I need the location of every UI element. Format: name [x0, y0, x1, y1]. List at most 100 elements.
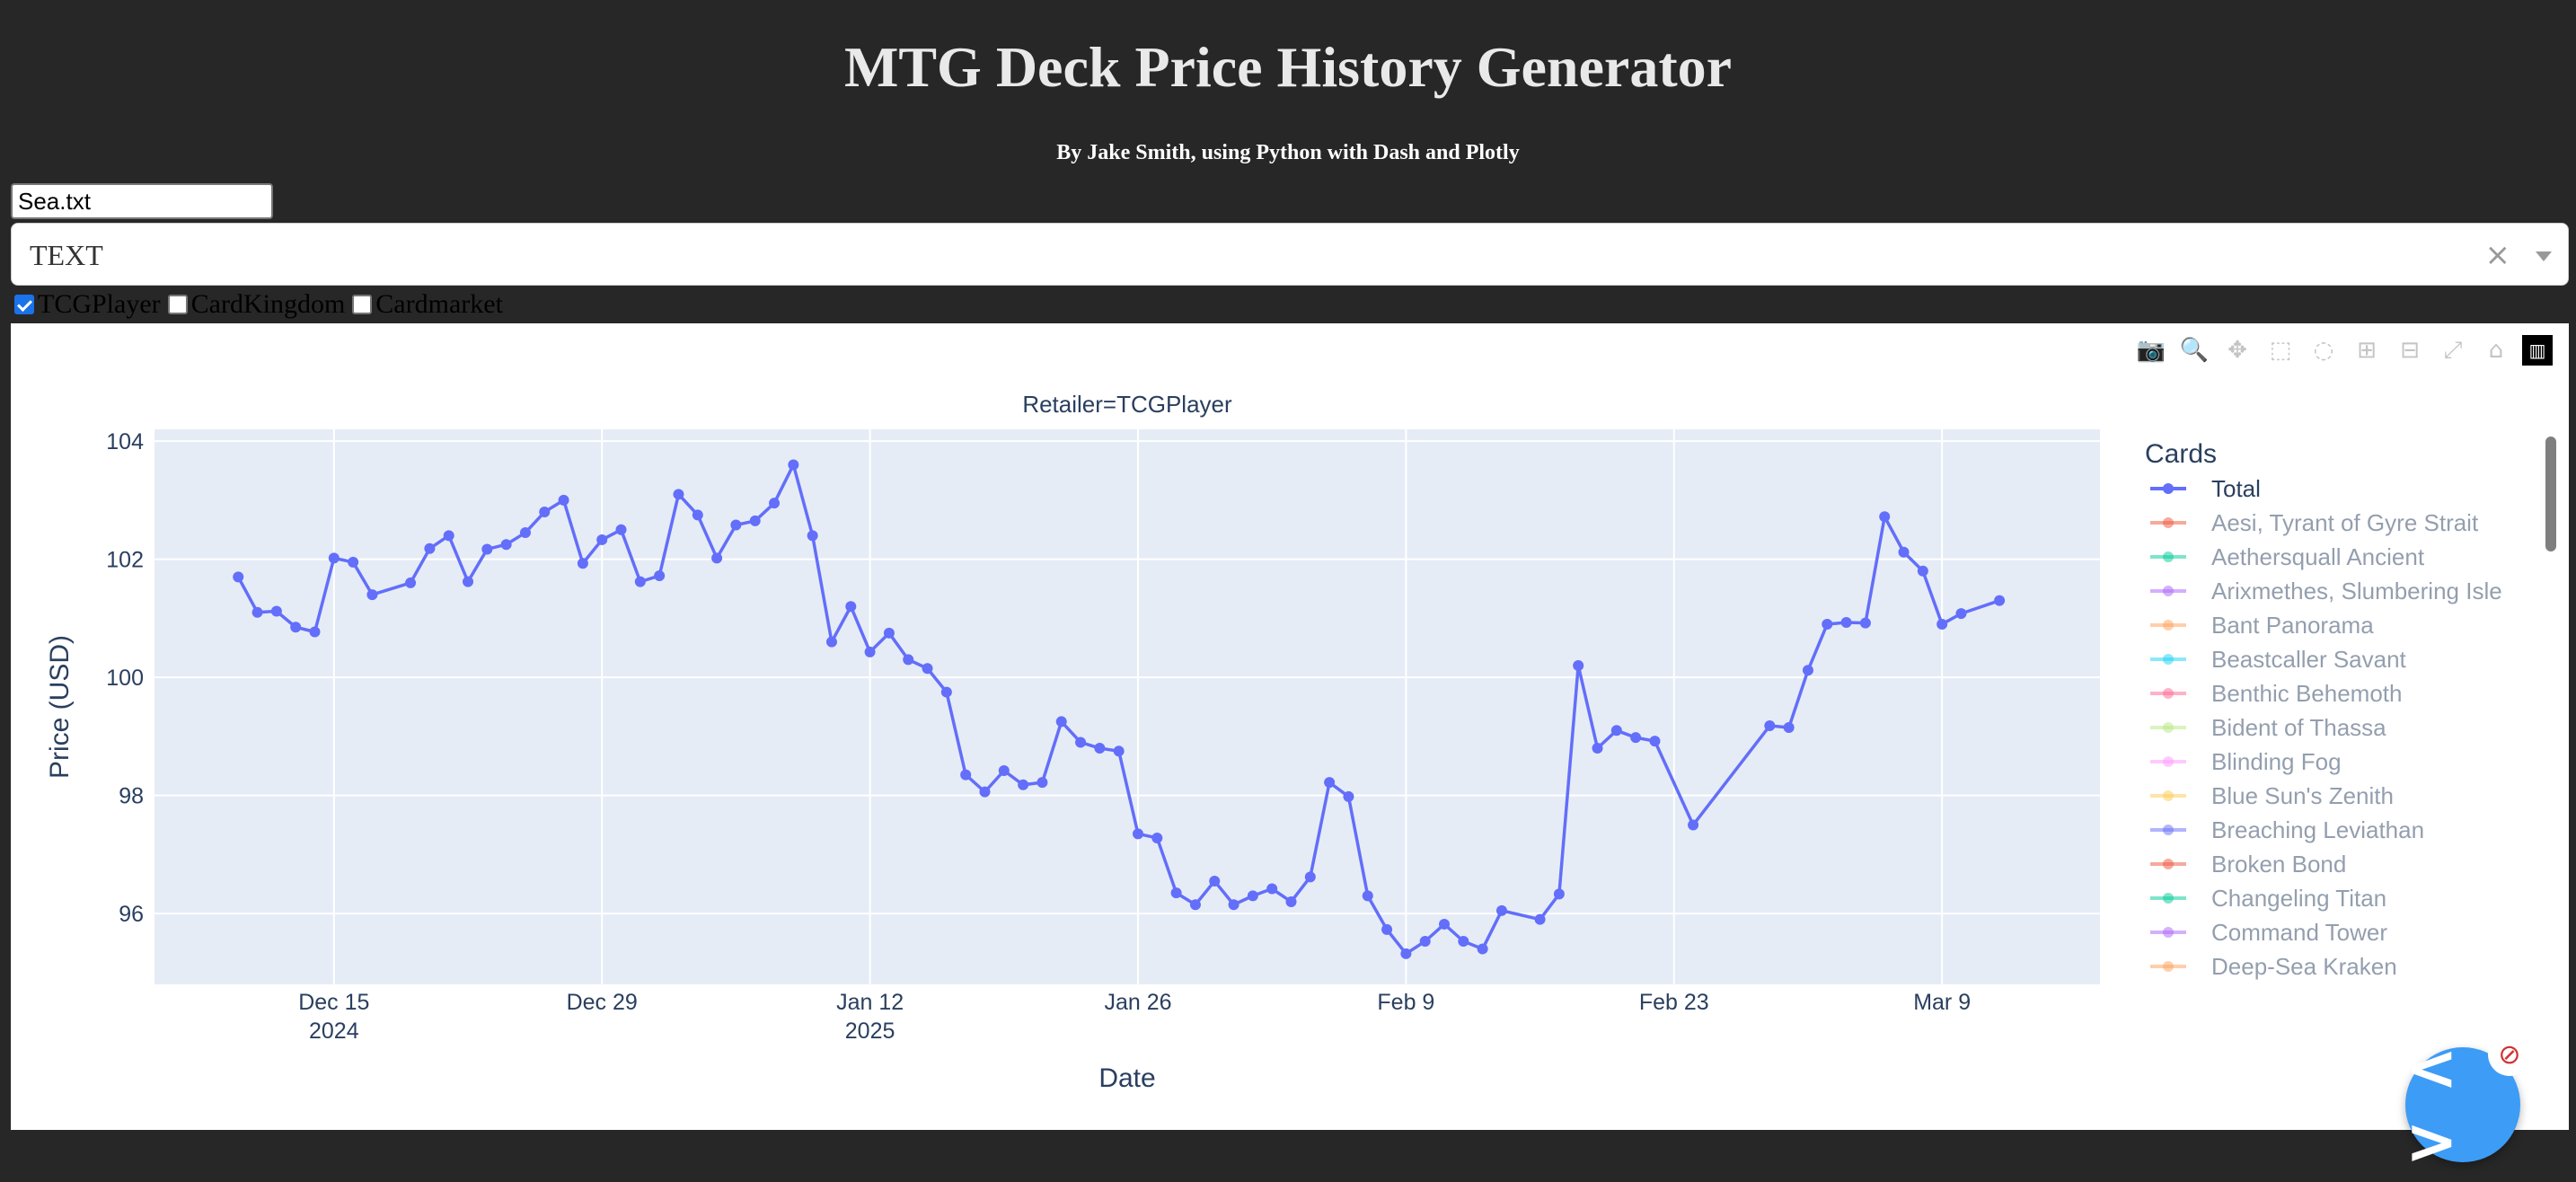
- zoom-in-icon[interactable]: ⊞: [2357, 337, 2377, 364]
- box-select-icon[interactable]: ⬚: [2269, 337, 2292, 364]
- retailer-label: CardKingdom: [190, 289, 346, 319]
- y-tick-label: 104: [106, 429, 144, 454]
- data-point: [577, 558, 588, 569]
- data-point: [1075, 737, 1087, 748]
- data-point: [1879, 511, 1891, 523]
- data-point: [749, 515, 761, 526]
- chevron-down-icon[interactable]: [2536, 251, 2552, 261]
- autoscale-icon[interactable]: ⤢: [2443, 336, 2463, 364]
- data-point: [1649, 736, 1661, 747]
- data-point: [1936, 618, 1948, 630]
- data-point: [940, 686, 952, 698]
- data-point: [654, 570, 666, 582]
- legend-item-label: Changeling Titan: [2211, 885, 2386, 912]
- data-point: [558, 494, 569, 506]
- legend-item-label: Blinding Fog: [2211, 748, 2342, 775]
- x-tick-year-label: 2025: [845, 1019, 895, 1044]
- data-point: [1630, 732, 1642, 744]
- data-point: [1037, 777, 1048, 789]
- data-point: [1266, 883, 1278, 895]
- data-point: [1802, 665, 1813, 676]
- format-dropdown[interactable]: TEXT ×: [11, 223, 2569, 286]
- retailer-checkbox-cardkingdom[interactable]: [167, 295, 188, 314]
- price-chart: Dec 15 2024 Dec 29 Jan 12 2025 Jan 26 Feb 9 Feb…: [45, 391, 2502, 1093]
- legend-marker: [2163, 825, 2174, 835]
- page-title: MTG Deck Price History Generator: [843, 35, 1733, 99]
- x-tick-label: Feb 23: [1639, 990, 1709, 1015]
- retailer-option-cardkingdom[interactable]: CardKingdom: [167, 289, 346, 320]
- data-point: [1783, 722, 1795, 734]
- data-point: [1381, 923, 1393, 935]
- retailer-option-tcgplayer[interactable]: TCGPlayer: [14, 289, 161, 320]
- zoom-icon[interactable]: 🔍: [2179, 337, 2210, 364]
- data-point: [1764, 720, 1776, 732]
- zoom-out-icon[interactable]: ⊟: [2400, 337, 2420, 364]
- data-point: [1822, 618, 1833, 630]
- legend-item-label: Aesi, Tyrant of Gyre Strait: [2211, 509, 2479, 536]
- data-point: [615, 524, 627, 535]
- format-dropdown-value: TEXT: [30, 239, 103, 271]
- data-point: [270, 605, 282, 617]
- data-point: [922, 663, 933, 675]
- data-point: [998, 765, 1010, 777]
- data-point: [596, 534, 608, 545]
- data-point: [1553, 888, 1565, 900]
- data-point: [1170, 887, 1182, 899]
- plot-area: [154, 429, 2100, 984]
- data-point: [1209, 875, 1221, 886]
- y-tick-label: 98: [119, 784, 144, 809]
- legend-item-label: Benthic Behemoth: [2211, 680, 2402, 707]
- x-tick-year-label: 2024: [309, 1019, 359, 1044]
- lasso-select-icon[interactable]: ◌: [2313, 337, 2334, 364]
- data-point: [960, 769, 972, 781]
- deck-file-input[interactable]: [11, 183, 273, 219]
- data-point: [1419, 936, 1431, 948]
- reset-axes-icon[interactable]: ⌂: [2488, 337, 2504, 364]
- x-tick-label: Dec 29: [567, 990, 638, 1015]
- data-point: [1917, 565, 1928, 577]
- y-tick-label: 100: [106, 666, 144, 691]
- legend-item-label: Deep-Sea Kraken: [2211, 953, 2397, 980]
- retailer-option-cardmarket[interactable]: Cardmarket: [352, 289, 503, 320]
- legend-marker: [2163, 620, 2174, 631]
- data-point: [1458, 936, 1469, 948]
- data-point: [309, 626, 321, 638]
- legend-item-label: Broken Bond: [2211, 851, 2346, 878]
- legend-marker: [2163, 586, 2174, 596]
- data-point: [692, 509, 703, 521]
- camera-icon[interactable]: 📷: [2136, 337, 2166, 364]
- retailer-checkbox-cardmarket[interactable]: [352, 295, 373, 314]
- data-point: [1400, 948, 1412, 959]
- data-point: [328, 552, 340, 564]
- legend-marker: [2163, 893, 2174, 904]
- prohibited-icon[interactable]: ⊘: [2488, 1033, 2531, 1076]
- price-history-graph: Dec 15 2024 Dec 29 Jan 12 2025 Jan 26 Feb 9 Feb…: [11, 323, 2569, 1130]
- data-point: [1362, 890, 1373, 902]
- data-point: [883, 627, 895, 639]
- data-point: [251, 606, 263, 618]
- data-point: [1955, 608, 1967, 620]
- x-axis-label: Date: [1098, 1063, 1155, 1093]
- data-point: [1477, 943, 1488, 955]
- data-point: [1094, 743, 1106, 754]
- data-point: [1610, 725, 1622, 737]
- plotly-logo-icon[interactable]: ▥: [2522, 335, 2553, 366]
- page-subtitle: By Jake Smith, using Python with Dash an…: [1056, 141, 1520, 164]
- data-point: [903, 654, 914, 666]
- legend-marker: [2163, 654, 2174, 665]
- data-point: [1592, 743, 1603, 754]
- legend-marker: [2163, 756, 2174, 767]
- retailer-label: Cardmarket: [375, 289, 503, 319]
- close-icon[interactable]: ×: [2484, 237, 2511, 273]
- legend-scrollbar[interactable]: [2545, 437, 2556, 551]
- pan-icon[interactable]: ✥: [2228, 337, 2247, 364]
- x-tick-label: Jan 12: [836, 990, 904, 1015]
- data-point: [1132, 828, 1143, 840]
- x-tick-label: Dec 15: [298, 990, 369, 1015]
- retailer-checkbox-tcgplayer[interactable]: [14, 295, 34, 314]
- retailer-checklist: TCGPlayer CardKingdom Cardmarket: [14, 287, 510, 322]
- data-point: [1534, 913, 1546, 925]
- legend-item-label: Command Tower: [2211, 919, 2387, 946]
- legend-marker: [2163, 859, 2174, 869]
- data-point: [290, 622, 302, 633]
